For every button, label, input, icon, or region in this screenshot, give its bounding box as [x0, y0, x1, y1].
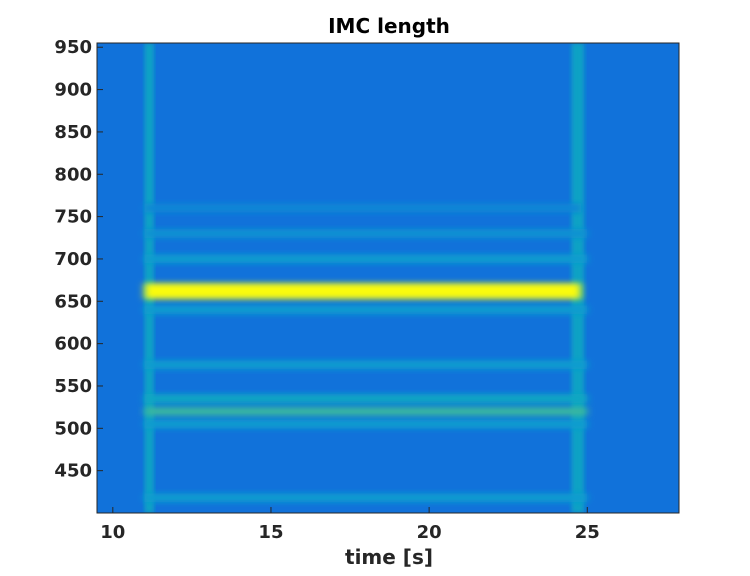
heatmap-background [97, 43, 679, 513]
heatmap-band-2 [144, 406, 588, 416]
y-tick-label-3: 550 [54, 376, 92, 397]
y-tick-label-8: 800 [54, 164, 92, 185]
x-tick-label-3: 20 [417, 522, 442, 543]
y-axis: 450 500 550 600 650 700 750 800 850 900 950 [54, 37, 103, 482]
heatmap-band-10 [144, 305, 588, 315]
heatmap-band-8 [144, 203, 581, 213]
x-tick-label-4: 25 [575, 522, 600, 543]
y-tick-label-6: 700 [54, 249, 92, 270]
heatmap-event-1 [144, 43, 154, 513]
y-tick-label-2: 500 [54, 418, 92, 439]
heatmap-band-4 [144, 419, 588, 429]
y-tick-label-4: 600 [54, 334, 92, 355]
plot-area [97, 43, 679, 513]
y-tick-label-1: 450 [54, 461, 92, 482]
heatmap-band-7 [144, 229, 588, 239]
chart-title: IMC length [328, 14, 450, 38]
x-axis-label: time [s] [345, 545, 433, 569]
y-tick-label-7: 750 [54, 207, 92, 228]
y-tick-label-9: 850 [54, 122, 92, 143]
heatmap-band-6 [144, 254, 588, 264]
y-tick-label-10: 900 [54, 80, 92, 101]
x-tick-label-1: 10 [100, 522, 125, 543]
heatmap-band-5 [144, 360, 588, 370]
y-tick-label-5: 650 [54, 291, 92, 312]
x-axis: 10 15 20 25 [100, 507, 600, 543]
heatmap-band-9 [144, 493, 588, 503]
plot-frame [96, 42, 680, 514]
heatmap-band-3 [144, 394, 588, 404]
y-tick-label-11: 950 [54, 37, 92, 58]
heatmap-event-2 [571, 43, 585, 513]
heatmap-band-1 [144, 283, 581, 300]
x-tick-label-2: 15 [258, 522, 283, 543]
